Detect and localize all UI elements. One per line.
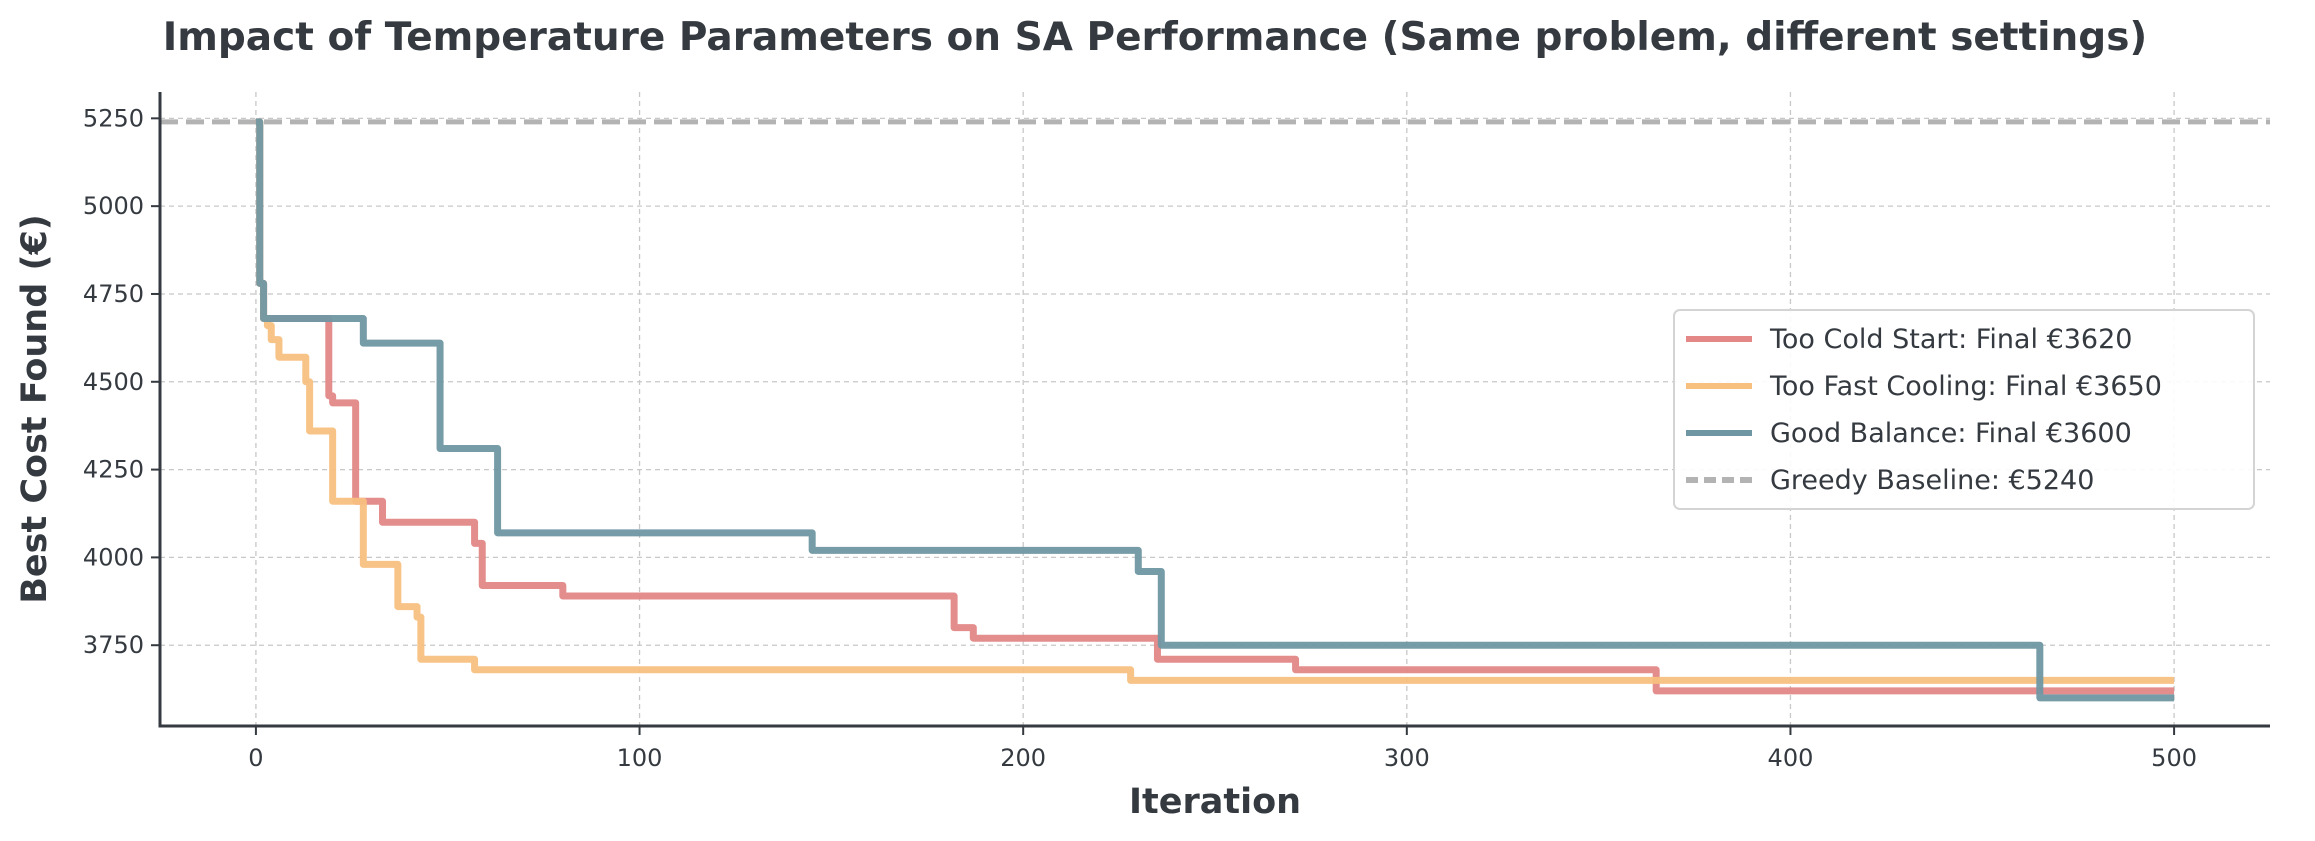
x-tick-label: 500 [2151, 744, 2197, 772]
series-line-3 [255, 118, 2175, 702]
legend-label: Greedy Baseline: €5240 [1770, 465, 2094, 496]
y-tick-label: 3750 [83, 631, 144, 659]
y-tick-label: 5250 [83, 104, 144, 132]
series-lines [160, 118, 2270, 702]
x-tick-label: 100 [617, 744, 663, 772]
chart-title: Impact of Temperature Parameters on SA P… [163, 15, 2148, 60]
y-tick-label: 5000 [83, 192, 144, 220]
legend: Too Cold Start: Final €3620 Too Fast Cool… [1673, 309, 2255, 510]
x-tick-label: 200 [1000, 744, 1046, 772]
x-tick-label: 300 [1384, 744, 1430, 772]
legend-box [1673, 309, 2255, 510]
y-tick-label: 4000 [83, 543, 144, 571]
y-tick-label: 4250 [83, 456, 144, 484]
series-line-1 [255, 118, 2175, 695]
series-line-2 [255, 118, 2175, 684]
y-tick-label: 4500 [83, 368, 144, 396]
legend-label: Good Balance: Final €3600 [1770, 418, 2132, 449]
grid [160, 92, 2270, 726]
legend-label: Too Fast Cooling: Final €3650 [1769, 371, 2162, 402]
legend-label: Too Cold Start: Final €3620 [1769, 324, 2132, 355]
y-axis-label: Best Cost Found (€) [15, 214, 55, 604]
x-axis-label: Iteration [1129, 782, 1301, 822]
y-tick-label: 4750 [83, 280, 144, 308]
x-tick-label: 400 [1768, 744, 1814, 772]
axes: 0 100 200 300 400 500 3750 4000 4250 4500 4750 5000… [83, 92, 2270, 772]
x-tick-label: 0 [248, 744, 263, 772]
